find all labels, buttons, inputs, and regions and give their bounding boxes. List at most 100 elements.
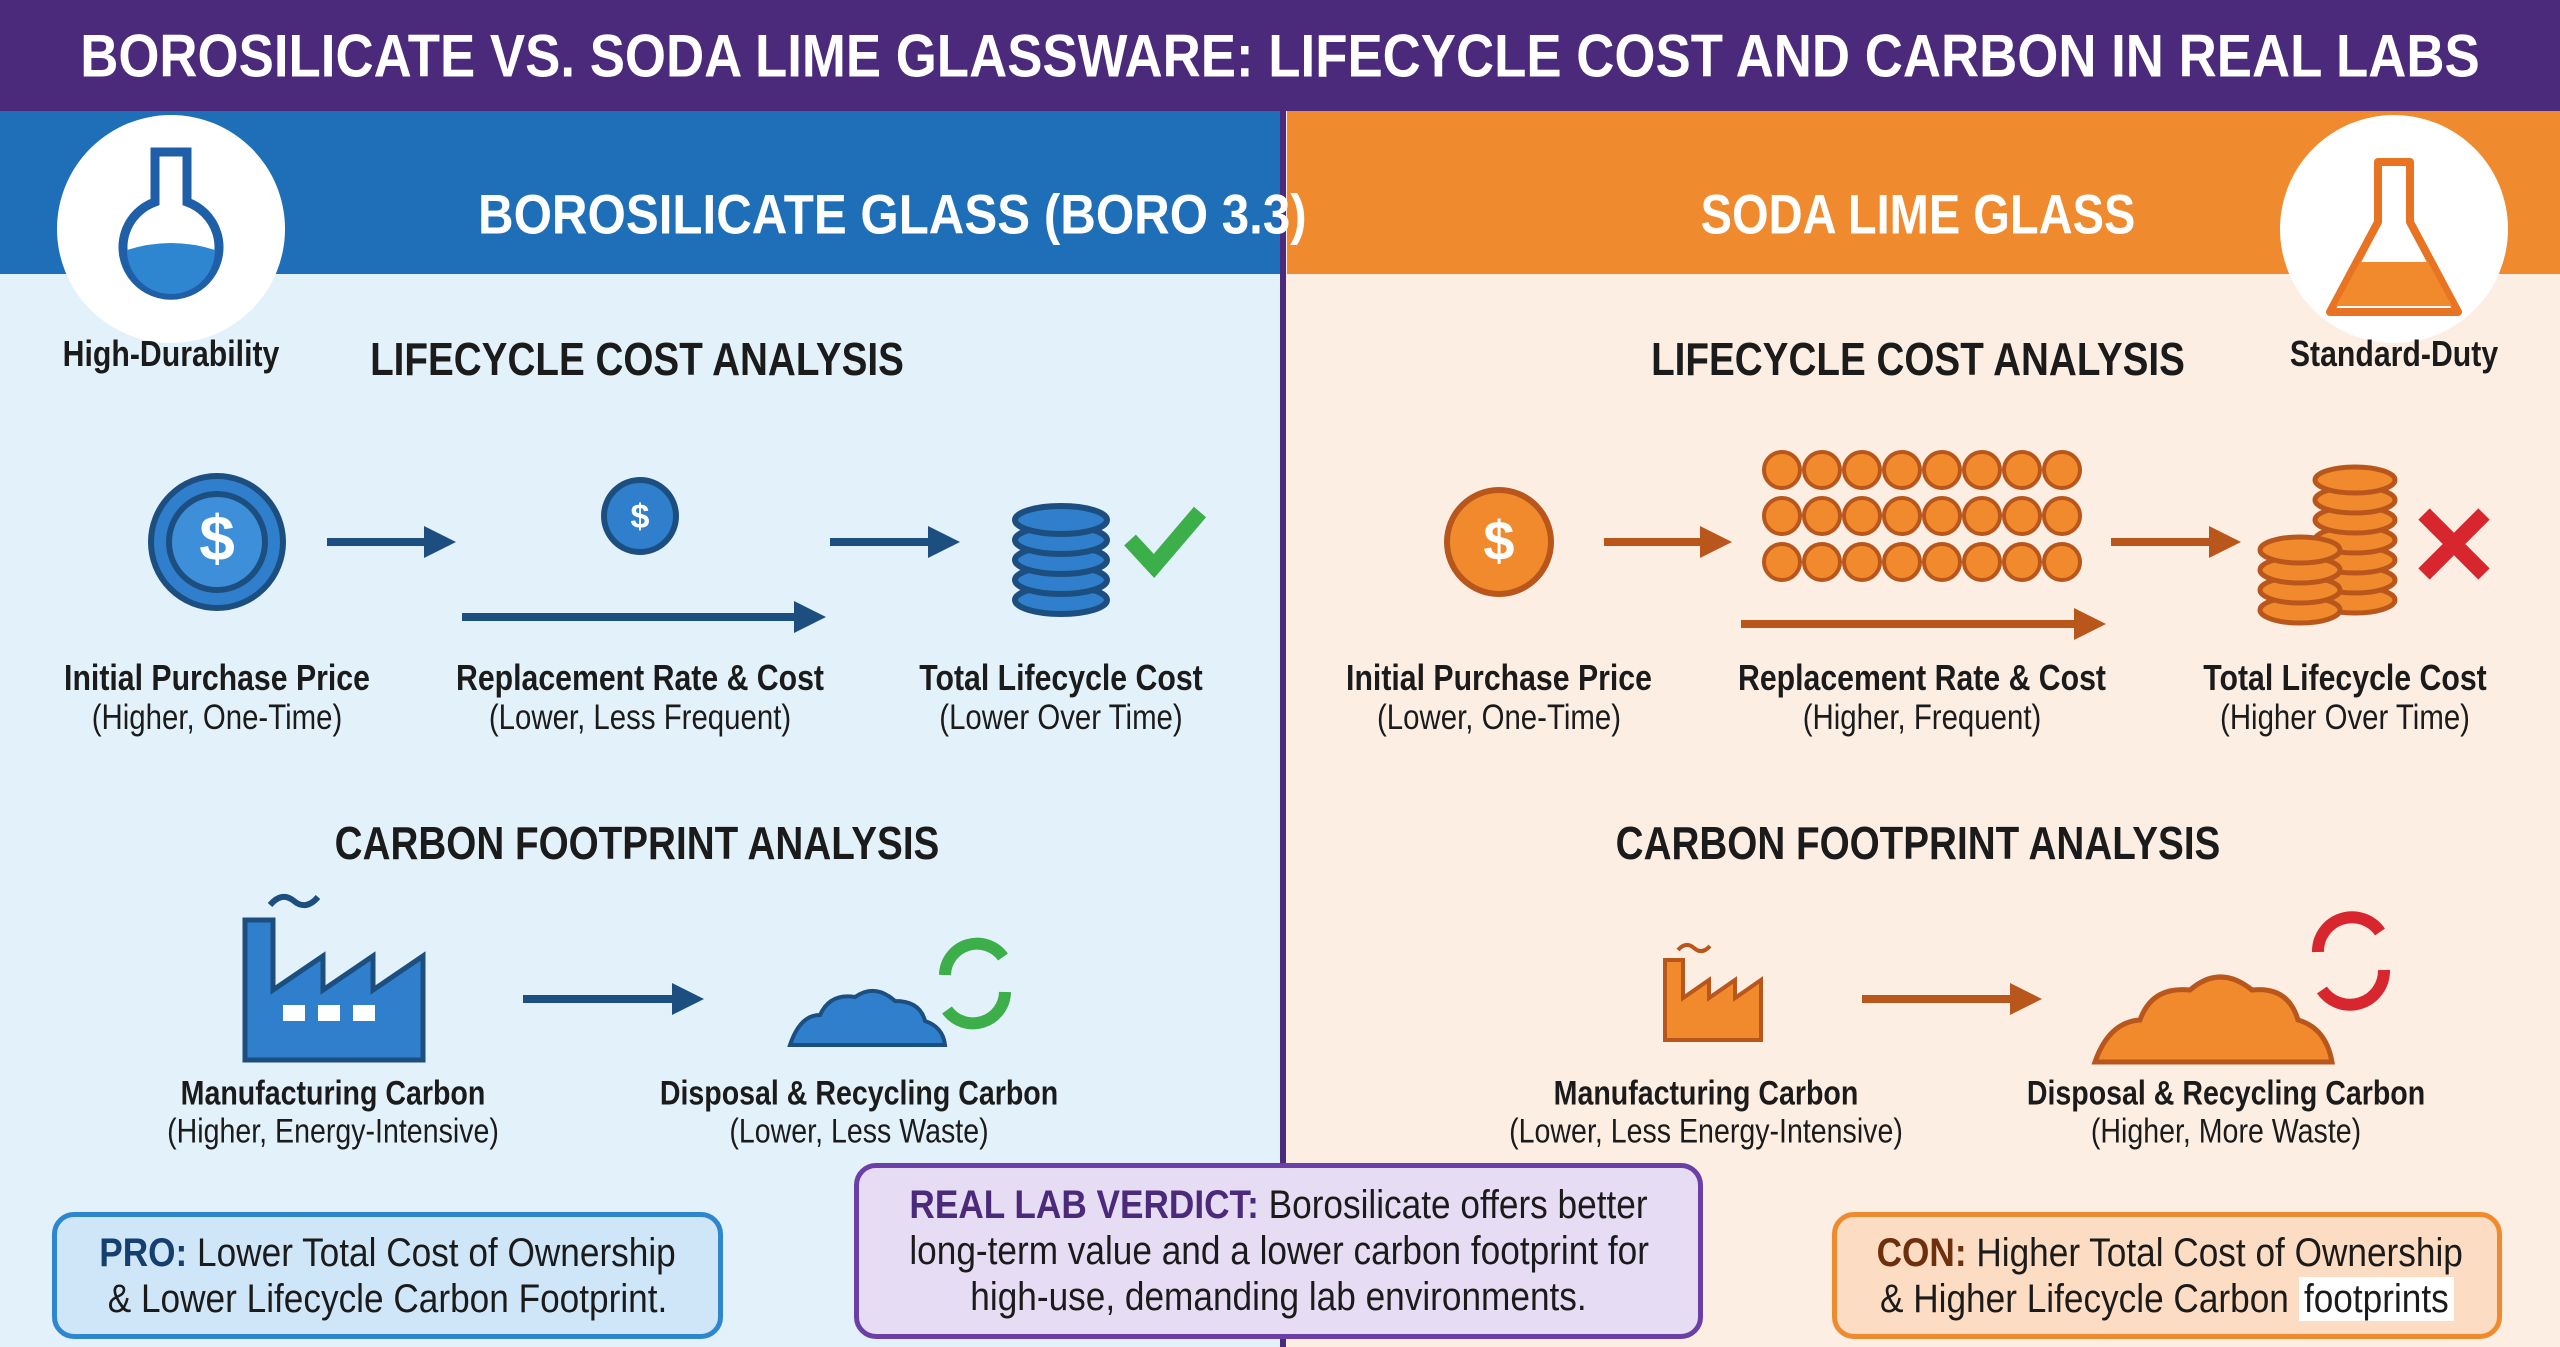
summary-line: PRO: Lower Total Cost of Ownership [97, 1230, 679, 1276]
icon-circle [1802, 496, 1842, 536]
icon-g [283, 1005, 375, 1021]
con-box: CON: Higher Total Cost of Ownership & Hi… [1832, 1212, 2502, 1339]
pro-box: PRO: Lower Total Cost of Ownership & Low… [52, 1212, 723, 1339]
item-note: (Higher, Energy-Intensive) [167, 1112, 499, 1151]
icon-path [939, 937, 1008, 976]
badge: Standard-Duty [2289, 333, 2499, 374]
icon-path [1124, 506, 1207, 579]
icon-g [1012, 503, 1110, 617]
icon-circle [1882, 450, 1922, 490]
icon-circle [1762, 542, 1802, 582]
icon-circle [1444, 487, 1554, 597]
icon-g [327, 526, 960, 633]
icon-text: $ [631, 498, 650, 536]
icon-circle [1882, 542, 1922, 582]
verdict-line: long-term value and a lower carbon footp… [909, 1229, 1649, 1273]
item-label: Replacement Rate & Cost [1737, 657, 2107, 698]
icon-text: $ [1483, 509, 1514, 572]
icon-path [2418, 508, 2490, 580]
summary-highlight: footprints [2298, 1276, 2455, 1321]
item-label: Initial Purchase Price [1346, 657, 1652, 698]
item-note: (Higher, More Waste) [2090, 1112, 2362, 1151]
icon-path [2091, 974, 2335, 1065]
icon-path [242, 917, 426, 1063]
item-note: (Lower, One-Time) [1377, 698, 1621, 737]
icon-ellipse [1012, 503, 1110, 537]
summary-text: & Higher Lifecycle Carbon [1879, 1276, 2289, 1321]
divider [1280, 111, 1286, 1347]
icon-circle [1762, 450, 1802, 490]
item-note: (Higher Over Time) [2220, 698, 2470, 737]
item-label: Replacement Rate & Cost [455, 657, 825, 698]
cost-icons: $ $ $ [148, 450, 2490, 640]
icon-g [2257, 464, 2398, 626]
icon-circle [1962, 450, 2002, 490]
icon-path [2317, 969, 2391, 1011]
icon-circle [1762, 496, 1802, 536]
section-heading: LIFECYCLE COST ANALYSIS [1651, 333, 2185, 385]
icon-g [1444, 487, 1554, 597]
icon-circle [1962, 496, 2002, 536]
icon-circle [166, 491, 268, 593]
header-icons [57, 115, 2508, 343]
icon-circle [1802, 542, 1842, 582]
icon-g [148, 473, 679, 611]
item-label: Initial Purchase Price [64, 657, 370, 698]
item-note: (Lower, Less Energy-Intensive) [1509, 1112, 1903, 1151]
summary-line: & Higher Lifecycle Carbon footprints [1877, 1276, 2458, 1322]
icon-circle [1962, 542, 2002, 582]
item-label: Total Lifecycle Cost [2203, 657, 2487, 698]
icon-g [1762, 450, 2082, 582]
item-note: (Lower Over Time) [939, 698, 1183, 737]
panel-header: SODA LIME GLASS [1700, 182, 2136, 246]
icon-rect [318, 1005, 340, 1021]
icon-circle [2042, 450, 2082, 490]
icon-circle [1842, 542, 1882, 582]
icon-rect [283, 1005, 305, 1021]
icon-circle [1842, 496, 1882, 536]
verdict-line: REAL LAB VERDICT: Borosilicate offers be… [909, 1182, 1647, 1228]
item-label: Disposal & Recycling Carbon [2026, 1074, 2426, 1113]
verdict-line: high-use, demanding lab environments. [970, 1275, 1587, 1319]
icon-circle [1922, 496, 1962, 536]
item-note: (Higher, One-Time) [91, 698, 343, 737]
icon-text: $ [199, 502, 235, 574]
icon-circle [2002, 450, 2042, 490]
icon-path [127, 243, 215, 294]
panel-header: BOROSILICATE GLASS (BORO 3.3) [478, 182, 1307, 246]
icon-circle [2042, 542, 2082, 582]
title: BOROSILICATE VS. SODA LIME GLASSWARE: LI… [80, 22, 2480, 90]
icon-g [2311, 911, 2391, 1011]
summary-lead: PRO: [99, 1230, 188, 1275]
icon-circle [1922, 450, 1962, 490]
verdict-box: REAL LAB VERDICT: Borosilicate offers be… [854, 1163, 1703, 1339]
item-label: Manufacturing Carbon [180, 1074, 486, 1113]
icon-path [267, 893, 321, 909]
icon-circle [2042, 496, 2082, 536]
summary-line: & Lower Lifecycle Carbon Footprint. [107, 1276, 668, 1321]
section-heading: CARBON FOOTPRINT ANALYSIS [1615, 817, 2221, 869]
item-note: (Lower, Less Frequent) [488, 698, 792, 737]
icon-circle [601, 477, 679, 555]
icon-path [1663, 958, 1763, 1042]
icon-circle [2002, 542, 2042, 582]
icon-rect [353, 1005, 375, 1021]
item-label: Manufacturing Carbon [1553, 1074, 1859, 1113]
icon-path [1676, 943, 1712, 953]
item-note: (Higher, Frequent) [1802, 698, 2042, 737]
item-label: Disposal & Recycling Carbon [659, 1074, 1059, 1113]
badge: High-Durability [62, 333, 280, 374]
icon-path [2311, 911, 2385, 953]
icon-ellipse [2257, 534, 2343, 566]
icon-circle [1882, 496, 1922, 536]
summary-text: Higher Total Cost of Ownership [1976, 1230, 2463, 1275]
item-label: Total Lifecycle Cost [919, 657, 1203, 698]
icon-g [1604, 526, 2241, 640]
carbon-icons [242, 893, 2391, 1065]
summary-lead: CON: [1876, 1230, 1967, 1275]
icon-path [2336, 262, 2452, 306]
summary-text: Lower Total Cost of Ownership [197, 1230, 676, 1275]
